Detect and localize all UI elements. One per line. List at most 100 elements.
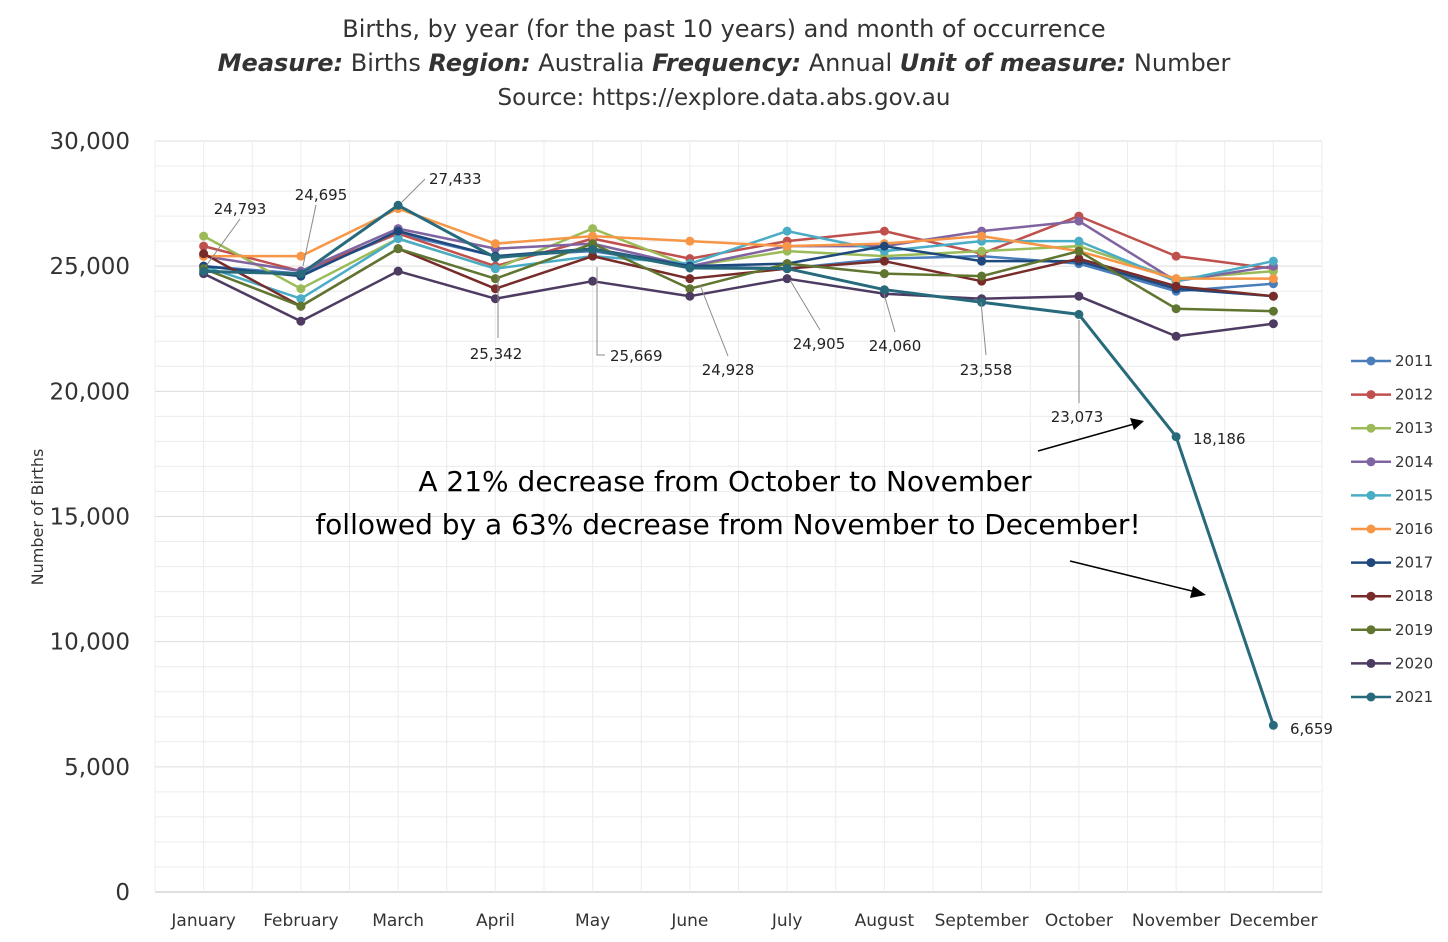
data-point xyxy=(1074,236,1084,246)
data-point xyxy=(977,231,987,241)
legend-item-2017: 2017 xyxy=(1351,554,1433,572)
data-point xyxy=(199,241,209,251)
x-tick-label: August xyxy=(855,911,915,931)
legend-marker xyxy=(1366,490,1376,500)
subtitle-measure-key: Measure: xyxy=(218,49,343,77)
y-tick-label: 5,000 xyxy=(64,755,130,781)
data-point xyxy=(685,263,695,273)
data-point xyxy=(296,251,306,261)
data-point xyxy=(1171,432,1181,442)
legend-item-2011: 2011 xyxy=(1351,352,1433,370)
x-tick-label: June xyxy=(670,911,708,931)
data-point xyxy=(199,231,209,241)
legend-label: 2017 xyxy=(1395,554,1433,572)
data-point xyxy=(1171,331,1181,341)
data-point xyxy=(1268,319,1278,329)
legend: 2011 2012 2013 2014 2015 2016 2017 2018 2019 2020… xyxy=(1351,352,1433,706)
data-point xyxy=(588,224,598,234)
data-point xyxy=(393,266,403,276)
legend-item-2012: 2012 xyxy=(1351,386,1433,404)
data-label-leader xyxy=(302,204,317,267)
legend-label: 2014 xyxy=(1395,453,1433,471)
data-label-leader xyxy=(980,301,987,356)
data-point xyxy=(1268,306,1278,316)
data-point xyxy=(879,269,889,279)
legend-item-2016: 2016 xyxy=(1351,520,1433,538)
data-label: 23,073 xyxy=(1051,408,1104,426)
data-point xyxy=(1171,304,1181,314)
series-line xyxy=(203,229,1274,300)
data-point xyxy=(879,256,889,266)
data-point xyxy=(977,271,987,281)
legend-marker xyxy=(1366,692,1376,702)
legend-item-2021: 2021 xyxy=(1351,688,1433,706)
data-point xyxy=(588,276,598,286)
annotation-arrow-1 xyxy=(1037,418,1144,452)
data-label: 23,558 xyxy=(960,361,1013,379)
chart-title: Births, by year (for the past 10 years) … xyxy=(342,15,1105,43)
legend-label: 2019 xyxy=(1395,621,1433,639)
annotation-line-1: A 21% decrease from October to November xyxy=(418,465,1032,498)
subtitle-region-key: Region: xyxy=(429,49,531,77)
data-point xyxy=(490,294,500,304)
data-point xyxy=(1074,309,1084,319)
x-tick-label: December xyxy=(1229,911,1317,931)
legend-marker xyxy=(1366,356,1376,366)
y-tick-label: 30,000 xyxy=(50,129,130,155)
series-lines xyxy=(199,200,1278,730)
data-point xyxy=(490,253,500,263)
legend-marker xyxy=(1366,558,1376,568)
annotation-arrow-2 xyxy=(1069,560,1206,598)
data-point xyxy=(879,241,889,251)
series-line xyxy=(203,229,1274,298)
data-point xyxy=(199,249,209,259)
x-axis-ticks: January February March April May June July Augu… xyxy=(170,911,1317,931)
data-point xyxy=(782,226,792,236)
data-label: 25,669 xyxy=(610,347,663,365)
data-point xyxy=(490,239,500,249)
data-point xyxy=(685,236,695,246)
data-point xyxy=(199,266,209,276)
x-tick-label: October xyxy=(1045,911,1113,931)
data-point xyxy=(1171,251,1181,261)
data-point xyxy=(1074,291,1084,301)
data-label: 24,060 xyxy=(869,337,922,355)
data-label: 24,695 xyxy=(295,186,348,204)
series-line xyxy=(203,203,1275,726)
data-point xyxy=(296,294,306,304)
x-tick-label: March xyxy=(372,911,424,931)
y-tick-label: 0 xyxy=(115,880,130,906)
legend-marker xyxy=(1366,457,1376,467)
subtitle-frequency-key: Frequency: xyxy=(652,49,801,77)
data-label-leader xyxy=(205,218,241,267)
subtitle-region-value: Australia xyxy=(538,49,644,77)
data-point xyxy=(1171,274,1181,284)
data-point xyxy=(1268,274,1278,284)
legend-marker xyxy=(1366,423,1376,433)
x-tick-label: January xyxy=(170,911,235,931)
data-point xyxy=(977,246,987,256)
data-label: 6,659 xyxy=(1290,720,1333,738)
data-point xyxy=(588,251,598,261)
series-line xyxy=(203,227,1274,290)
data-point xyxy=(977,256,987,266)
data-point xyxy=(685,274,695,284)
data-point xyxy=(782,274,792,284)
legend-marker xyxy=(1366,524,1376,534)
data-point xyxy=(296,269,306,279)
data-point xyxy=(296,284,306,294)
subtitle-unit-key: Unit of measure: xyxy=(900,49,1126,77)
data-labels: 24,793 24,695 27,433 25,342 25,669 24,928 24,9… xyxy=(205,170,1333,738)
data-point xyxy=(879,285,889,295)
data-point xyxy=(1268,256,1278,266)
y-tick-label: 15,000 xyxy=(50,505,130,531)
legend-marker xyxy=(1366,390,1376,400)
data-point xyxy=(685,291,695,301)
subtitle-frequency-value: Annual xyxy=(809,49,892,77)
data-label-leader xyxy=(883,293,896,333)
legend-item-2014: 2014 xyxy=(1351,453,1433,471)
data-point xyxy=(782,241,792,251)
legend-label: 2018 xyxy=(1395,587,1433,605)
y-tick-label: 20,000 xyxy=(50,379,130,405)
